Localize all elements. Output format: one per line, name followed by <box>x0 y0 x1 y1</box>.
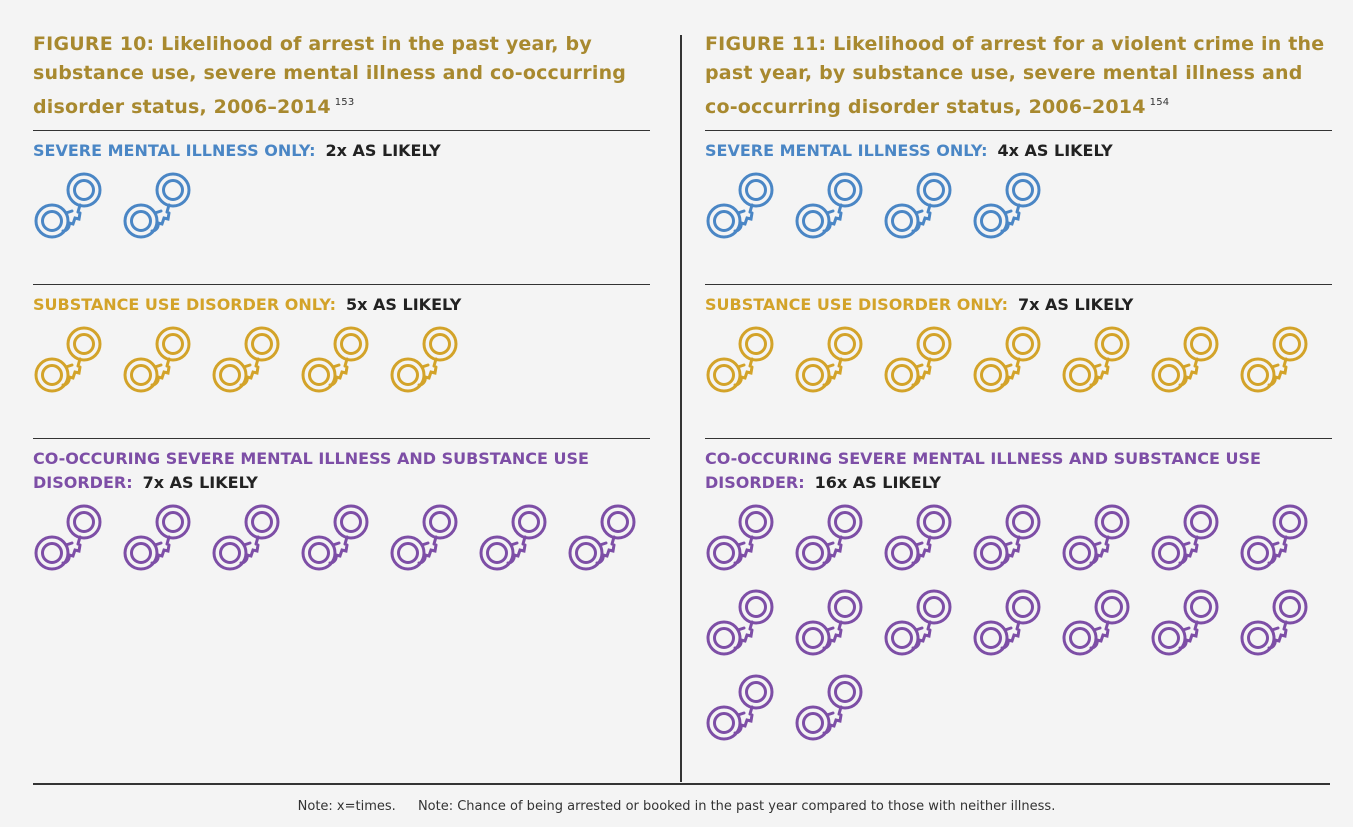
category-label: SEVERE MENTAL ILLNESS ONLY: <box>33 141 316 160</box>
title-text: FIGURE 10: Likelihood of arrest in the p… <box>33 33 627 118</box>
handcuff-icon <box>212 326 280 393</box>
section-label: SEVERE MENTAL ILLNESS ONLY: 2x AS LIKELY <box>33 139 643 163</box>
handcuff-icon <box>973 504 1041 571</box>
handcuff-icon <box>301 504 369 571</box>
icon-group <box>705 171 1335 256</box>
handcuff-icon <box>795 589 863 656</box>
value-label: 2x AS LIKELY <box>325 141 441 160</box>
handcuff-icon <box>1151 504 1219 571</box>
section: SUBSTANCE USE DISORDER ONLY: 7x AS LIKELY <box>705 284 1332 438</box>
handcuff-icon <box>1240 589 1308 656</box>
handcuff-icon <box>884 326 952 393</box>
handcuff-icon <box>884 172 952 239</box>
note: Note: Chance of being arrested or booked… <box>417 799 1056 814</box>
handcuff-icon <box>301 326 369 393</box>
handcuff-icon <box>795 172 863 239</box>
handcuff-icon <box>390 326 458 393</box>
handcuff-icon <box>1240 504 1308 571</box>
section: SEVERE MENTAL ILLNESS ONLY: 2x AS LIKELY <box>33 130 650 284</box>
handcuff-icon <box>795 326 863 393</box>
handcuff-icon <box>123 504 191 571</box>
handcuff-icon <box>706 674 774 741</box>
handcuff-icon <box>884 589 952 656</box>
handcuff-icon <box>34 326 102 393</box>
handcuff-icon <box>973 326 1041 393</box>
value-label: 16x AS LIKELY <box>814 473 942 492</box>
icon-group <box>33 325 663 410</box>
title-ref: 153 <box>334 97 355 108</box>
value-label: 7x AS LIKELY <box>142 473 258 492</box>
section: SUBSTANCE USE DISORDER ONLY: 5x AS LIKELY <box>33 284 650 438</box>
bottom-rule <box>33 783 1330 785</box>
handcuff-icon <box>1240 326 1308 393</box>
handcuff-icon <box>706 172 774 239</box>
title-text: FIGURE 11: Likelihood of arrest for a vi… <box>705 33 1325 118</box>
handcuff-icon <box>1062 504 1130 571</box>
icon-group <box>705 503 1335 758</box>
category-label: SUBSTANCE USE DISORDER ONLY: <box>705 295 1009 314</box>
handcuff-icon <box>973 172 1041 239</box>
handcuff-icon <box>568 504 636 571</box>
notes: Note: x=times. Note: Chance of being arr… <box>0 799 1353 814</box>
handcuff-icon <box>795 504 863 571</box>
title-ref: 154 <box>1149 97 1170 108</box>
value-label: 5x AS LIKELY <box>346 295 462 314</box>
category-label: CO-OCCURING SEVERE MENTAL ILLNESS AND SU… <box>705 449 1261 492</box>
section-label: CO-OCCURING SEVERE MENTAL ILLNESS AND SU… <box>705 447 1315 495</box>
handcuff-icon <box>973 589 1041 656</box>
figure-panel: FIGURE 10: Likelihood of arrest in the p… <box>33 30 650 616</box>
divider <box>680 35 682 782</box>
section: SEVERE MENTAL ILLNESS ONLY: 4x AS LIKELY <box>705 130 1332 284</box>
handcuff-icon <box>706 504 774 571</box>
handcuff-icon <box>1151 589 1219 656</box>
category-label: SUBSTANCE USE DISORDER ONLY: <box>33 295 337 314</box>
handcuff-icon <box>479 504 547 571</box>
handcuff-icon <box>123 326 191 393</box>
figure-title: FIGURE 11: Likelihood of arrest for a vi… <box>705 30 1332 130</box>
section-label: SUBSTANCE USE DISORDER ONLY: 5x AS LIKELY <box>33 293 643 317</box>
section: CO-OCCURING SEVERE MENTAL ILLNESS AND SU… <box>705 438 1332 786</box>
section: CO-OCCURING SEVERE MENTAL ILLNESS AND SU… <box>33 438 650 616</box>
value-label: 4x AS LIKELY <box>997 141 1113 160</box>
section-label: SEVERE MENTAL ILLNESS ONLY: 4x AS LIKELY <box>705 139 1315 163</box>
handcuff-icon <box>706 326 774 393</box>
category-label: CO-OCCURING SEVERE MENTAL ILLNESS AND SU… <box>33 449 589 492</box>
handcuff-icon <box>1151 326 1219 393</box>
figure-title: FIGURE 10: Likelihood of arrest in the p… <box>33 30 650 130</box>
icon-group <box>33 503 663 588</box>
icon-group <box>705 325 1335 410</box>
section-label: CO-OCCURING SEVERE MENTAL ILLNESS AND SU… <box>33 447 643 495</box>
icon-group <box>33 171 663 256</box>
handcuff-icon <box>390 504 458 571</box>
handcuff-icon <box>1062 589 1130 656</box>
handcuff-icon <box>34 504 102 571</box>
note: Note: x=times. <box>297 799 396 814</box>
section-label: SUBSTANCE USE DISORDER ONLY: 7x AS LIKELY <box>705 293 1315 317</box>
value-label: 7x AS LIKELY <box>1018 295 1134 314</box>
handcuff-icon <box>123 172 191 239</box>
handcuff-icon <box>212 504 280 571</box>
handcuff-icon <box>34 172 102 239</box>
handcuff-icon <box>795 674 863 741</box>
handcuff-icon <box>706 589 774 656</box>
handcuff-icon <box>884 504 952 571</box>
handcuff-icon <box>1062 326 1130 393</box>
figure-panel: FIGURE 11: Likelihood of arrest for a vi… <box>705 30 1332 786</box>
category-label: SEVERE MENTAL ILLNESS ONLY: <box>705 141 988 160</box>
